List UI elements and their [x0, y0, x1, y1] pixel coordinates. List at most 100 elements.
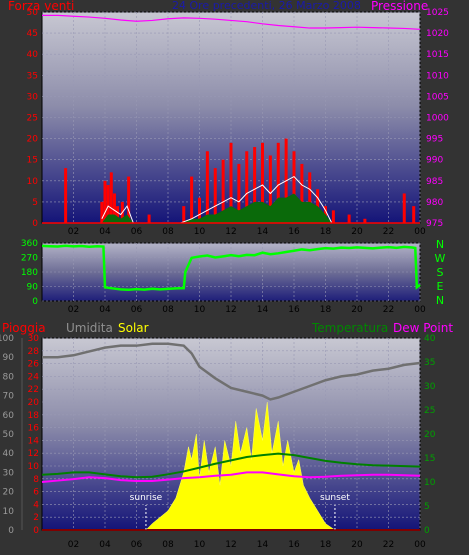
panel1-right-tick: 980 — [426, 198, 443, 208]
panel1-left-tick: 40 — [27, 50, 39, 60]
panel1-left-tick: 0 — [32, 219, 38, 229]
legend-dewpoint: Dew Point — [393, 321, 454, 335]
panel1-right-tick: 1020 — [426, 29, 449, 39]
panel2-x-tick: 20 — [351, 305, 363, 315]
wind-bar — [261, 142, 264, 223]
panel3-temp-tick: 5 — [424, 502, 430, 512]
panel1-left-tick: 50 — [27, 8, 39, 18]
panel1-x-tick: 06 — [131, 227, 143, 237]
panel3-humidity-tick: 10 — [3, 507, 15, 517]
panel2-x-tick: 02 — [68, 305, 79, 315]
panel3-humidity-tick: 70 — [3, 392, 15, 402]
panel1-x-tick: 00 — [414, 227, 426, 237]
panel2-x-tick: 06 — [131, 305, 143, 315]
panel3-temp-tick: 35 — [424, 358, 435, 368]
panel1-left-tick: 15 — [27, 156, 38, 166]
panel1-left-tick: 25 — [27, 114, 38, 124]
panel3-temp-tick: 40 — [424, 334, 436, 344]
legend-solar: Solar — [118, 321, 149, 335]
panel1-left-tick: 35 — [27, 71, 38, 81]
compass-letter: W — [435, 252, 446, 265]
panel3-x-tick: 14 — [257, 540, 269, 550]
panel2-left-tick: 270 — [21, 254, 38, 264]
panel1-x-tick: 08 — [162, 227, 174, 237]
wind-bar — [276, 142, 280, 223]
pressure-axis-label: Pressione — [371, 0, 429, 13]
panel1-right-tick: 1025 — [426, 8, 449, 18]
panel3-rain-tick: 22 — [28, 385, 39, 395]
wind-bar — [190, 176, 194, 223]
wind-bar — [198, 197, 201, 223]
wind-bar — [221, 159, 225, 223]
wind-bar — [213, 168, 217, 223]
panel1-x-tick: 14 — [257, 227, 269, 237]
wind-axis-label: Forza venti — [8, 0, 75, 13]
compass-letter: N — [436, 294, 444, 307]
panel3-rain-tick: 20 — [28, 398, 40, 408]
panel1-x-tick: 10 — [194, 227, 206, 237]
legend-temperature: Temperatura — [312, 321, 389, 335]
panel1-right-tick: 1010 — [426, 71, 449, 81]
panel2-left-tick: 90 — [27, 283, 39, 293]
wind-bar — [268, 155, 272, 223]
panel2-x-tick: 08 — [162, 305, 174, 315]
solar-area — [145, 401, 336, 531]
panel3-temp-tick: 15 — [424, 454, 435, 464]
wind-gust-line — [101, 175, 333, 224]
panel3-rain-tick: 2 — [33, 513, 39, 523]
panel3-humidity-tick: 90 — [3, 353, 15, 363]
panel3-humidity-tick: 50 — [3, 430, 15, 440]
panel2-x-tick: 14 — [257, 305, 269, 315]
panel1-left-tick: 45 — [27, 29, 38, 39]
panel1-left-tick: 30 — [27, 92, 39, 102]
temperature-line — [41, 452, 421, 479]
panel3-rain-tick: 14 — [28, 436, 40, 446]
wind-bar — [245, 151, 249, 223]
panel3-x-tick: 20 — [351, 540, 363, 550]
pressure-line — [42, 14, 421, 30]
compass-letter: N — [436, 238, 444, 251]
sunset-label: sunset — [320, 493, 350, 503]
panel3-rain-tick: 4 — [33, 500, 39, 510]
panel3-temp-tick: 20 — [424, 430, 436, 440]
panel3-humidity-tick: 60 — [3, 411, 15, 421]
panel1-right-tick: 985 — [426, 177, 443, 187]
panel3-temp-tick: 30 — [424, 382, 436, 392]
panel3-rain-tick: 30 — [28, 334, 40, 344]
panel2-left-tick: 0 — [32, 297, 38, 307]
panel2-x-tick: 22 — [383, 305, 394, 315]
wind-bar — [402, 193, 406, 223]
panel3-x-tick: 02 — [68, 540, 79, 550]
wind-bar — [109, 172, 113, 223]
wind-bar — [237, 163, 241, 223]
panel3-rain-tick: 18 — [28, 411, 40, 421]
panel2-left-tick: 180 — [21, 268, 38, 278]
panel3-rain-tick: 26 — [28, 360, 40, 370]
wind-bar — [106, 185, 110, 223]
panel3-rain-tick: 6 — [33, 488, 39, 498]
wind-bar — [292, 151, 296, 223]
panel2-x-tick: 12 — [225, 305, 236, 315]
panel3-x-tick: 10 — [194, 540, 206, 550]
panel3-rain-tick: 12 — [28, 449, 39, 459]
panel3-x-tick: 06 — [131, 540, 143, 550]
panel3-humidity-tick: 20 — [3, 488, 15, 498]
wind-bar — [308, 172, 312, 223]
sunrise-label: sunrise — [130, 493, 163, 503]
chart-title: 24 Ore precedenti, 26 Marzo 2008 — [172, 0, 361, 12]
panel1-right-tick: 1000 — [426, 114, 449, 124]
wind-bar — [300, 163, 304, 223]
panel2-x-tick: 16 — [288, 305, 300, 315]
panel2-x-tick: 00 — [414, 305, 426, 315]
panel1-right-tick: 1005 — [426, 92, 449, 102]
panel3-rain-tick: 24 — [28, 372, 40, 382]
panel1-x-tick: 04 — [99, 227, 111, 237]
wind-bar — [412, 206, 416, 223]
wind-direction-line — [41, 244, 421, 291]
compass-letter: E — [437, 280, 444, 293]
legend-humidity: Umidita — [66, 321, 113, 335]
dewpoint-line — [41, 471, 421, 483]
wind-bar — [147, 214, 151, 223]
panel3-humidity-tick: 30 — [3, 468, 15, 478]
